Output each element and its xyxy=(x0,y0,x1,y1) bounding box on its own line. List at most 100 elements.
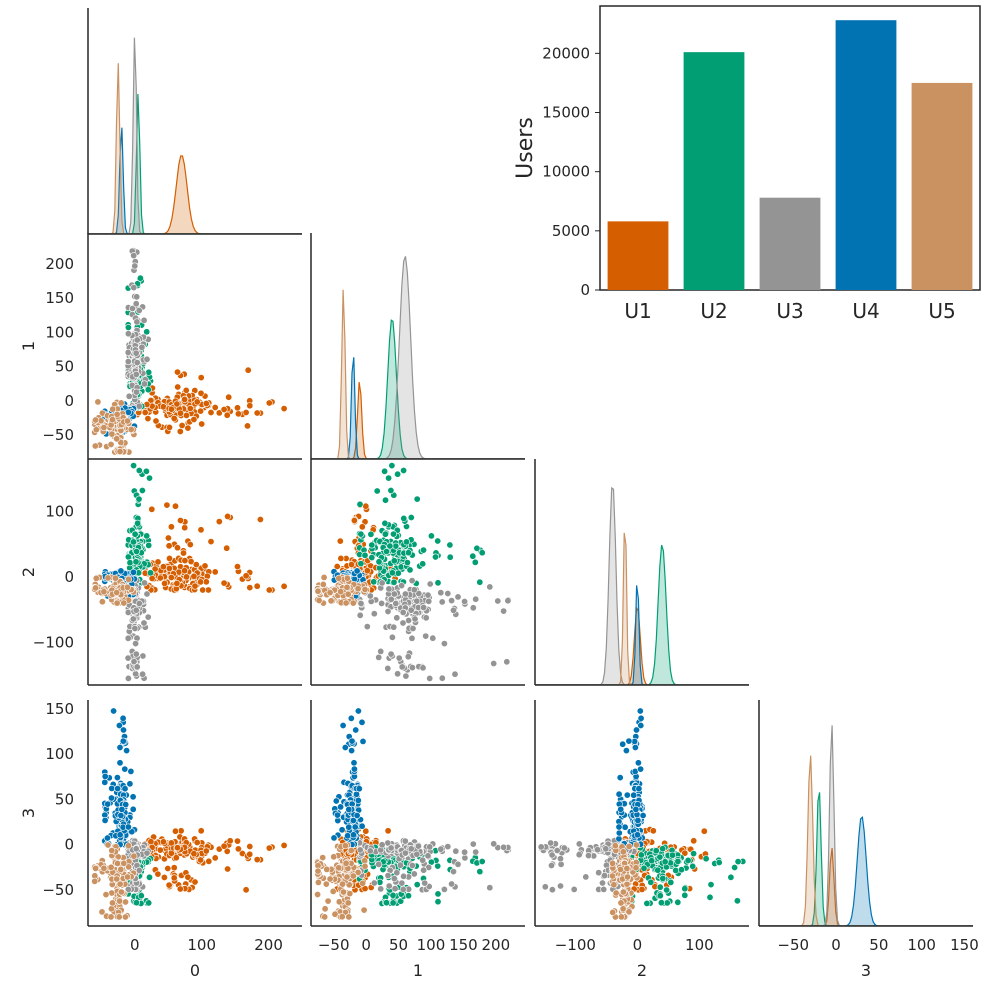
scatter-point-U5 xyxy=(127,425,135,433)
scatter-point-U2 xyxy=(702,855,710,863)
scatter-point-U1 xyxy=(265,844,273,852)
scatter-point-U3 xyxy=(132,300,140,308)
scatter-point-U4 xyxy=(124,823,132,831)
scatter-point-U5 xyxy=(125,575,133,583)
scatter-point-U4 xyxy=(351,823,359,831)
scatter-point-U4 xyxy=(349,831,357,839)
scatter-point-U1 xyxy=(180,549,188,557)
scatter-point-U3 xyxy=(454,860,462,868)
scatter-point-U1 xyxy=(223,544,231,552)
scatter-point-U3 xyxy=(426,674,434,682)
scatter-point-U4 xyxy=(347,714,355,722)
panel-3-vs-1 xyxy=(310,700,525,927)
scatter-point-U3 xyxy=(140,316,148,324)
scatter-point-U2 xyxy=(427,532,435,540)
scatter-point-U5 xyxy=(116,897,124,905)
scatter-point-U4 xyxy=(355,785,363,793)
scatter-point-U2 xyxy=(419,560,427,568)
scatter-point-U2 xyxy=(368,554,376,562)
scatter-point-U1 xyxy=(215,518,223,526)
scatter-point-U4 xyxy=(101,772,109,780)
scatter-point-U5 xyxy=(359,879,367,887)
scatter-point-U4 xyxy=(130,568,138,576)
scatter-point-U1 xyxy=(205,857,213,865)
scatter-point-U5 xyxy=(92,584,100,592)
scatter-point-U3 xyxy=(133,318,141,326)
scatter-point-U2 xyxy=(690,850,698,858)
scatter-point-U3 xyxy=(548,886,556,894)
panel-content xyxy=(91,707,288,921)
scatter-point-U1 xyxy=(159,838,167,846)
scatter-point-U2 xyxy=(652,847,660,855)
kde-U1-var-0 xyxy=(88,155,302,234)
panel-1-vs-0 xyxy=(87,233,302,460)
scatter-point-U3 xyxy=(469,604,477,612)
scatter-point-U5 xyxy=(343,574,351,582)
scatter-point-U5 xyxy=(113,410,121,418)
scatter-point-U2 xyxy=(370,578,378,586)
scatter-point-U1 xyxy=(363,567,371,575)
scatter-point-U1 xyxy=(280,841,288,849)
scatter-point-U3 xyxy=(541,883,549,891)
scatter-point-U3 xyxy=(425,597,433,605)
scatter-point-U3 xyxy=(135,599,143,607)
scatter-point-U3 xyxy=(449,606,457,614)
scatter-point-U1 xyxy=(220,579,228,587)
scatter-point-U4 xyxy=(115,721,123,729)
scatter-point-U1 xyxy=(242,886,250,894)
scatter-point-U2 xyxy=(734,858,742,866)
scatter-point-U3 xyxy=(131,624,139,632)
scatter-point-U2 xyxy=(367,530,375,538)
scatter-point-U4 xyxy=(616,774,624,782)
scatter-point-U3 xyxy=(384,607,392,615)
scatter-point-U3 xyxy=(454,593,462,601)
scatter-point-U1 xyxy=(234,410,242,418)
scatter-point-U3 xyxy=(421,879,429,887)
scatter-point-U2 xyxy=(381,530,389,538)
scatter-point-U5 xyxy=(120,599,128,607)
scatter-point-U3 xyxy=(440,885,448,893)
scatter-point-U3 xyxy=(378,599,386,607)
scatter-point-U3 xyxy=(409,624,417,632)
scatter-point-U1 xyxy=(174,368,182,376)
scatter-point-U5 xyxy=(320,573,328,581)
scatter-point-U3 xyxy=(429,634,437,642)
scatter-point-U2 xyxy=(674,857,682,865)
scatter-point-U4 xyxy=(358,822,366,830)
scatter-point-U2 xyxy=(434,862,442,870)
scatter-point-U5 xyxy=(117,865,125,873)
scatter-point-U5 xyxy=(100,588,108,596)
scatter-point-U3 xyxy=(132,640,140,648)
scatter-point-U4 xyxy=(621,823,629,831)
scatter-point-U1 xyxy=(166,423,174,431)
scatter-point-U4 xyxy=(353,567,361,575)
scatter-point-U3 xyxy=(143,590,151,598)
scatter-point-U2 xyxy=(133,547,141,555)
scatter-point-U4 xyxy=(341,743,349,751)
scatter-point-U4 xyxy=(104,800,112,808)
scatter-point-U1 xyxy=(192,561,200,569)
scatter-point-U2 xyxy=(126,559,134,567)
scatter-point-U2 xyxy=(648,857,656,865)
scatter-point-U2 xyxy=(715,858,723,866)
scatter-point-U1 xyxy=(242,572,250,580)
scatter-point-U1 xyxy=(199,586,207,594)
scatter-point-U4 xyxy=(615,790,623,798)
scatter-point-U3 xyxy=(490,840,498,848)
scatter-point-U3 xyxy=(377,885,385,893)
scatter-point-U5 xyxy=(319,580,327,588)
scatter-point-U2 xyxy=(400,514,408,522)
scatter-point-U4 xyxy=(114,785,122,793)
scatter-point-U5 xyxy=(104,841,112,849)
scatter-point-U2 xyxy=(386,542,394,550)
scatter-point-U2 xyxy=(124,553,132,561)
scatter-point-U3 xyxy=(124,885,132,893)
scatter-point-U3 xyxy=(413,850,421,858)
scatter-point-U4 xyxy=(348,747,356,755)
scatter-point-U1 xyxy=(234,404,242,412)
scatter-point-U5 xyxy=(98,598,106,606)
scatter-point-U3 xyxy=(132,606,140,614)
kde-U4-var-0 xyxy=(88,127,302,234)
panel-1-vs-1 xyxy=(310,233,525,460)
scatter-point-U3 xyxy=(448,880,456,888)
